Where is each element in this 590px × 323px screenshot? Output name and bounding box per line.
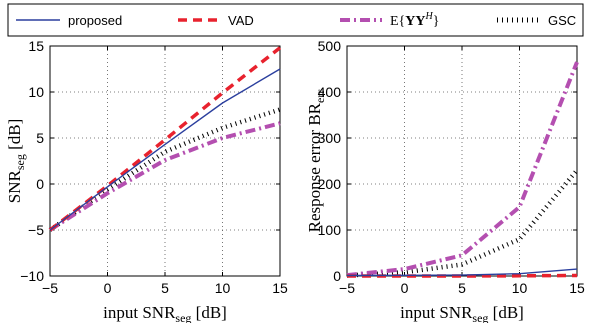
right-x-tick-label: 15 [569,280,585,296]
legend-label-gsc: GSC [548,13,576,28]
left-x-tick-label: −5 [42,280,58,296]
right-series-eyyh [346,61,579,278]
left-series-gsc [48,107,281,232]
left-y-tick-label: −5 [28,222,44,238]
left-y-tick-label: 10 [28,84,44,100]
right-x-tick-label: 10 [512,280,528,296]
legend-label-proposed: proposed [68,13,122,28]
right-x-tick-label: −5 [339,280,355,296]
left-y-tick-label: 0 [36,176,44,192]
left-y-axis-label: SNRseg [dB] [5,119,27,204]
right-plot-frame [346,45,578,277]
legend-label-vad: VAD [228,13,254,28]
left-y-tick-label: −10 [20,268,44,284]
left-series-eyyh [48,121,281,232]
right-x-axis-label: input SNRseg [dB] [400,303,524,323]
right-series-proposed [346,268,578,277]
right-y-tick-label: 100 [318,222,342,238]
legend-label-eyyh: E{YYH} [390,11,439,29]
left-x-tick-label: 15 [272,280,288,296]
right-y-tick-label: 200 [318,176,342,192]
legend-box [7,3,584,37]
legend: proposed VAD E{YYH} GSC [7,3,584,37]
right-y-axis-label: Response error BRerr [305,90,327,233]
right-y-tick-label: 400 [318,84,342,100]
right-x-tick-label: 0 [401,280,409,296]
left-x-tick-label: 0 [104,280,112,296]
right-y-tick-label: 500 [318,38,342,54]
left-series-proposed [49,68,281,231]
left-x-axis-label: input SNRseg [dB] [103,303,227,323]
left-x-tick-label: 5 [161,280,169,296]
left-y-tick-label: 15 [28,38,44,54]
right-y-tick-label: 300 [318,130,342,146]
left-x-tick-label: 10 [215,280,231,296]
right-y-tick-label: 0 [333,268,341,284]
right-x-tick-label: 5 [458,280,466,296]
left-y-tick-label: 5 [36,130,44,146]
